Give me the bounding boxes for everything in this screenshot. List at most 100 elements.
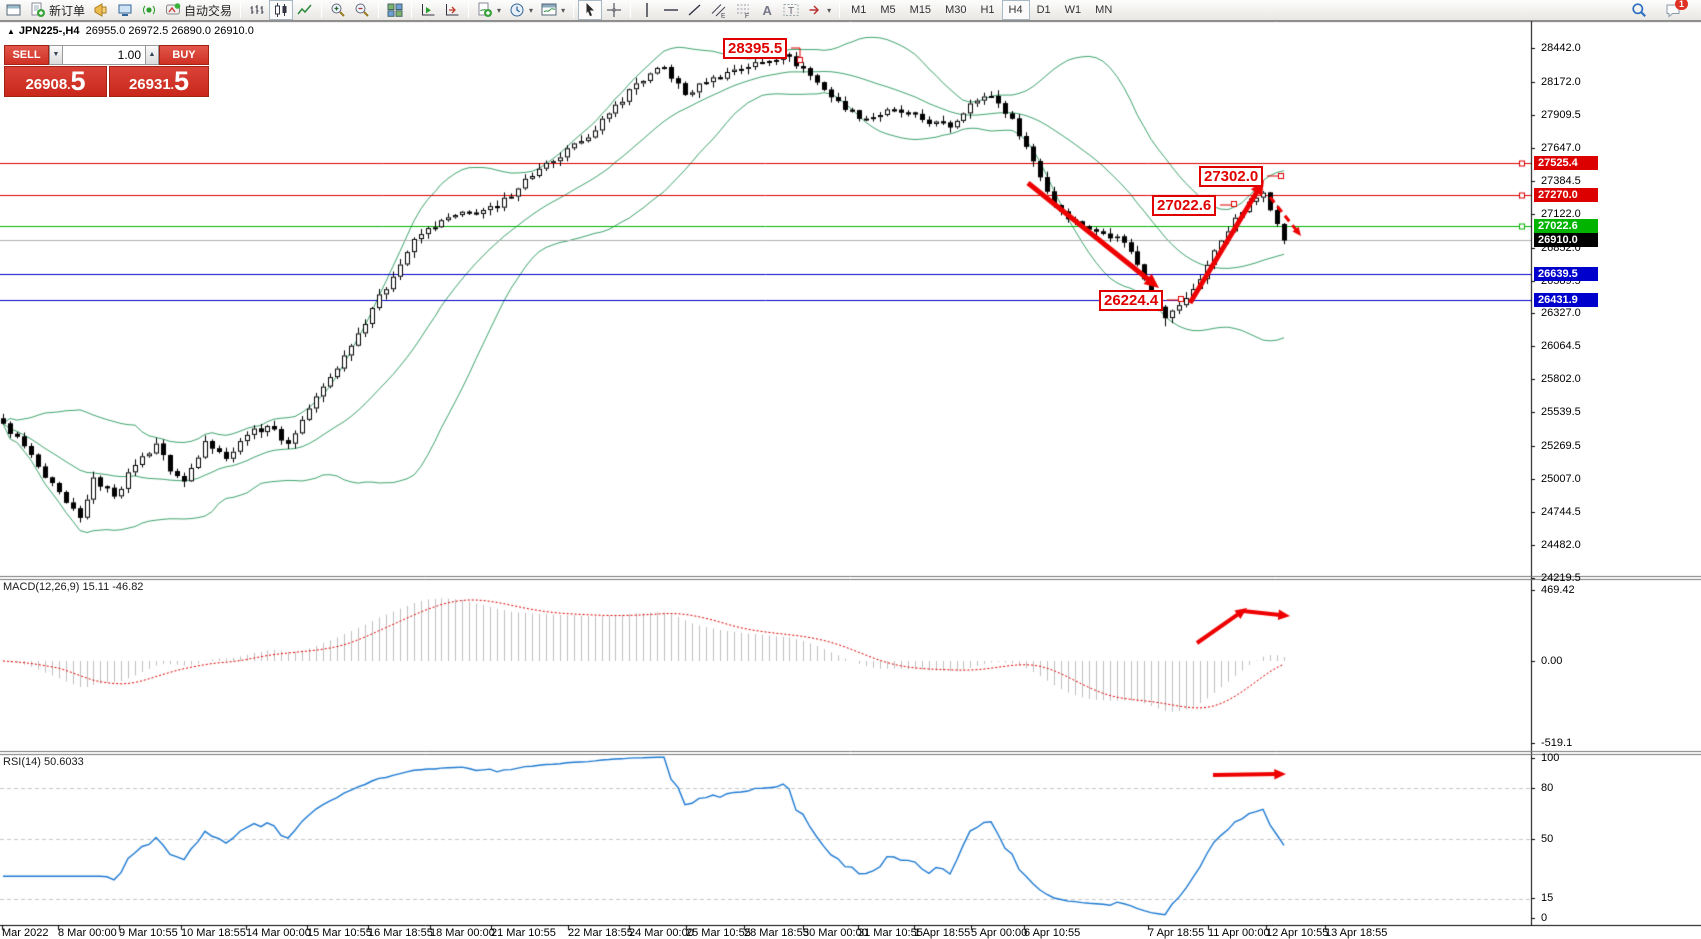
rsi-indicator-label: RSI(14) 50.6033	[3, 756, 84, 768]
price-axis-tick: 25802.0	[1541, 373, 1581, 386]
chart-shift-button[interactable]	[440, 0, 464, 20]
toolbar: 新订单 自动交易 ▾ ▾ ▾ E F A T ▾ M1 M5 M15 M30 H1 H4 D1 W1 MN 1	[0, 0, 1701, 21]
timeframe-w1-button[interactable]: W1	[1058, 0, 1089, 20]
new-order-icon	[30, 2, 46, 18]
price-axis-tick: 27384.5	[1541, 174, 1581, 187]
time-axis-label: 30 Mar 00:00	[803, 927, 868, 939]
autotrading-button-label: 自动交易	[184, 3, 233, 18]
horizontal-line-button[interactable]	[659, 0, 683, 20]
notification-badge: 1	[1674, 0, 1688, 10]
cursor-button[interactable]	[578, 0, 603, 20]
price-axis-tick: 24744.5	[1541, 506, 1581, 519]
vertical-line-icon	[639, 2, 655, 18]
volume-input[interactable]	[63, 45, 145, 65]
zoom-out-button[interactable]	[350, 0, 374, 20]
time-axis[interactable]: Mar 2022 8 Mar 00:00 9 Mar 10:55 10 Mar 18:…	[0, 926, 1701, 939]
zoom-in-icon	[330, 2, 346, 18]
autotrading-button[interactable]: 自动交易	[161, 0, 236, 20]
auto-scroll-icon	[420, 2, 436, 18]
periods-button[interactable]: ▾	[505, 0, 537, 20]
vertical-line-button[interactable]	[635, 0, 659, 20]
auto-scroll-button[interactable]	[416, 0, 440, 20]
tile-windows-icon	[387, 2, 403, 18]
search-button[interactable]	[1627, 0, 1651, 20]
bar-chart-button[interactable]	[245, 0, 269, 20]
trendline-button[interactable]	[683, 0, 707, 20]
text-label-button[interactable]: T	[779, 0, 803, 20]
symbol-name: JPN225-,H4	[18, 25, 80, 37]
text-button[interactable]: A	[755, 0, 779, 20]
new-order-button[interactable]: 新订单	[26, 0, 89, 20]
time-axis-label: 12 Apr 10:55	[1266, 927, 1329, 939]
price-axis-tick: 25539.5	[1541, 406, 1581, 419]
templates-button[interactable]: ▾	[537, 0, 569, 20]
dropdown-caret-icon: ▾	[827, 5, 832, 15]
macd-indicator-label: MACD(12,26,9) 15.11 -46.82	[3, 581, 144, 593]
timeframe-m5-button[interactable]: M5	[873, 0, 902, 20]
timeframe-mn-button[interactable]: MN	[1088, 0, 1119, 20]
chart-shift-icon	[444, 2, 460, 18]
dropdown-caret-icon: ▾	[561, 5, 566, 15]
signals-icon	[141, 2, 157, 18]
time-axis-label: 28 Mar 18:55	[744, 927, 809, 939]
macd-axis-tick: 0.00	[1541, 655, 1563, 667]
price-line-badge: 27022.6	[1534, 219, 1598, 234]
timeframe-m30-button[interactable]: M30	[938, 0, 973, 20]
ohlc-close: 26910.0	[214, 25, 254, 37]
svg-text:T: T	[788, 6, 794, 17]
market-horn-icon	[93, 2, 109, 18]
timeframe-d1-button[interactable]: D1	[1030, 0, 1058, 20]
price-axis-tick: 25269.5	[1541, 440, 1581, 453]
buy-price-pip: 5	[174, 66, 190, 96]
data-window-button[interactable]	[113, 0, 137, 20]
time-axis-label: 11 Apr 00:00	[1208, 927, 1270, 939]
equidistant-channel-button[interactable]: E	[707, 0, 731, 20]
toolbar-right: 1	[1627, 0, 1699, 20]
dropdown-caret-icon: ▾	[497, 5, 502, 15]
zoom-out-icon	[354, 2, 370, 18]
fibonacci-button[interactable]: F	[731, 0, 755, 20]
arrows-button[interactable]: ▾	[803, 0, 835, 20]
signals-button[interactable]	[137, 0, 161, 20]
buy-price-button[interactable]: 26931. 5	[109, 66, 209, 97]
indicators-button[interactable]: ▾	[473, 0, 505, 20]
panel-collapse-icon[interactable]: ▲	[7, 27, 15, 36]
toolbar-separator	[378, 2, 380, 18]
chat-button[interactable]: 1	[1661, 0, 1688, 20]
price-line-badge: 27525.4	[1534, 156, 1598, 171]
tile-windows-button[interactable]	[383, 0, 407, 20]
price-axis-tick: 28442.0	[1541, 42, 1581, 54]
one-click-trading-panel: SELL ▼ ▲ BUY 26908.5 26931.5	[4, 45, 209, 97]
time-axis-label: 7 Apr 18:55	[1148, 927, 1205, 939]
time-axis-label: 13 Apr 18:55	[1325, 927, 1388, 939]
time-axis-label: 31 Mar 10:55	[858, 927, 923, 939]
price-axis[interactable]: 28442.0 28172.0 27909.5 27647.0 27384.5 27122…	[1532, 21, 1701, 925]
price-axis-tick: 26327.0	[1541, 307, 1581, 320]
zoom-in-button[interactable]	[326, 0, 350, 20]
crosshair-button[interactable]	[602, 0, 626, 20]
timeframe-h1-button[interactable]: H1	[973, 0, 1001, 20]
price-axis-tick: 27909.5	[1541, 108, 1581, 121]
sell-price-main: 26908	[25, 76, 68, 93]
chart-symbol-header: ▲ JPN225-,H4 26955.0 26972.5 26890.0 2691…	[7, 25, 254, 37]
timeframe-m1-button[interactable]: M1	[844, 0, 873, 20]
candle-chart-button[interactable]	[269, 0, 294, 20]
toolbar-separator	[411, 2, 413, 18]
volume-decrease-button[interactable]: ▼	[49, 45, 63, 65]
timeframe-m15-button[interactable]: M15	[903, 0, 938, 20]
price-axis-tick: 28172.0	[1541, 75, 1581, 88]
volume-increase-button[interactable]: ▲	[145, 45, 159, 65]
sell-button[interactable]: SELL	[4, 45, 49, 65]
price-line-badge: 27270.0	[1534, 188, 1598, 203]
buy-button[interactable]: BUY	[159, 45, 209, 65]
market-horn-button[interactable]	[89, 0, 113, 20]
time-axis-label: 16 Mar 18:55	[368, 927, 433, 939]
cursor-icon	[582, 2, 598, 18]
line-chart-button[interactable]	[293, 0, 317, 20]
sell-price-button[interactable]: 26908. 5	[4, 66, 107, 97]
macd-axis-tick: 469.42	[1541, 584, 1575, 596]
left-edge-button[interactable]	[2, 0, 26, 20]
svg-text:F: F	[745, 13, 749, 18]
timeframe-h4-button[interactable]: H4	[1001, 0, 1030, 20]
